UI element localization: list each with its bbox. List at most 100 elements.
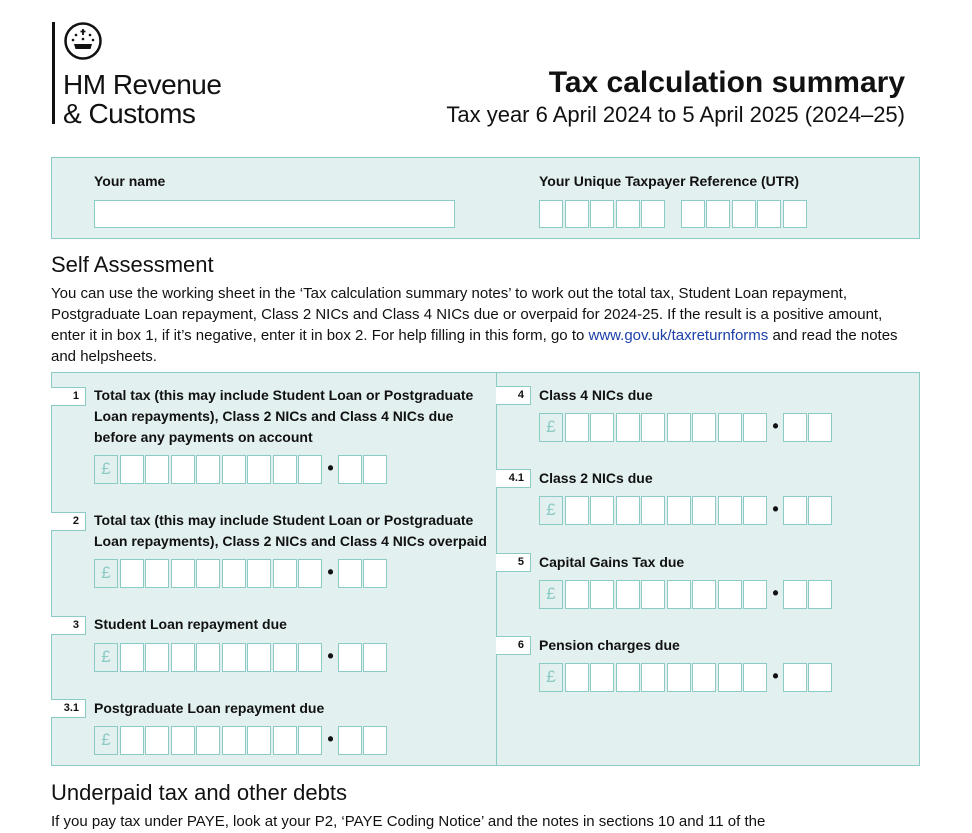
pence-digit-box[interactable] — [808, 413, 832, 442]
pounds-digit-box[interactable] — [666, 663, 691, 692]
pounds-digit-box[interactable] — [170, 643, 195, 672]
pounds-digit-box[interactable] — [247, 455, 271, 484]
pounds-digit-box[interactable] — [119, 455, 144, 484]
pence-digit-box[interactable] — [363, 643, 387, 672]
pence-digit-box[interactable] — [782, 580, 807, 609]
pence-digit-box[interactable] — [363, 726, 387, 755]
pounds-digit-box[interactable] — [692, 496, 716, 525]
pounds-digit-box[interactable] — [298, 559, 322, 588]
pence-digit-box[interactable] — [363, 559, 387, 588]
pounds-digit-box[interactable] — [615, 496, 640, 525]
pounds-digit-box[interactable] — [298, 455, 322, 484]
pounds-digit-box[interactable] — [272, 643, 297, 672]
taxreturnforms-link[interactable]: www.gov.uk/taxreturnforms — [588, 327, 769, 344]
utr-input[interactable] — [539, 200, 808, 228]
pence-digit-box[interactable] — [337, 643, 362, 672]
pounds-digit-box[interactable] — [247, 643, 271, 672]
amount-input[interactable]: £ • — [539, 496, 834, 525]
pounds-digit-box[interactable] — [145, 643, 169, 672]
pounds-digit-box[interactable] — [119, 643, 144, 672]
pence-digit-box[interactable] — [337, 455, 362, 484]
pounds-digit-box[interactable] — [590, 496, 614, 525]
pounds-digit-box[interactable] — [717, 496, 742, 525]
amount-input[interactable]: £ • — [539, 580, 834, 609]
pounds-digit-box[interactable] — [743, 496, 767, 525]
pounds-digit-box[interactable] — [170, 559, 195, 588]
utr-digit-box[interactable] — [706, 200, 730, 228]
pence-digit-box[interactable] — [808, 580, 832, 609]
utr-digit-box[interactable] — [641, 200, 665, 228]
pounds-digit-box[interactable] — [564, 496, 589, 525]
amount-input[interactable]: £ • — [94, 643, 389, 672]
pounds-digit-box[interactable] — [615, 663, 640, 692]
utr-digit-box[interactable] — [782, 200, 807, 228]
name-input[interactable] — [94, 200, 455, 228]
pounds-digit-box[interactable] — [221, 726, 246, 755]
pounds-digit-box[interactable] — [564, 663, 589, 692]
pounds-digit-box[interactable] — [743, 663, 767, 692]
pounds-digit-box[interactable] — [170, 455, 195, 484]
utr-digit-box[interactable] — [590, 200, 614, 228]
pounds-digit-box[interactable] — [590, 580, 614, 609]
pounds-digit-box[interactable] — [666, 496, 691, 525]
pounds-digit-box[interactable] — [272, 726, 297, 755]
pence-digit-box[interactable] — [808, 663, 832, 692]
pounds-digit-box[interactable] — [717, 580, 742, 609]
utr-digit-box[interactable] — [564, 200, 589, 228]
pounds-digit-box[interactable] — [641, 580, 665, 609]
pounds-digit-box[interactable] — [615, 580, 640, 609]
pounds-digit-box[interactable] — [221, 559, 246, 588]
pounds-digit-box[interactable] — [119, 726, 144, 755]
pounds-digit-box[interactable] — [590, 413, 614, 442]
amount-input[interactable]: £ • — [94, 455, 389, 484]
pounds-digit-box[interactable] — [170, 726, 195, 755]
pounds-digit-box[interactable] — [717, 663, 742, 692]
pounds-digit-box[interactable] — [145, 726, 169, 755]
pounds-digit-box[interactable] — [692, 413, 716, 442]
pounds-digit-box[interactable] — [145, 559, 169, 588]
pounds-digit-box[interactable] — [743, 413, 767, 442]
pounds-digit-box[interactable] — [247, 726, 271, 755]
pounds-digit-box[interactable] — [196, 559, 220, 588]
amount-input[interactable]: £ • — [539, 413, 834, 442]
pounds-digit-box[interactable] — [298, 726, 322, 755]
pounds-digit-box[interactable] — [666, 413, 691, 442]
amount-input[interactable]: £ • — [94, 559, 389, 588]
pounds-digit-box[interactable] — [564, 413, 589, 442]
pounds-digit-box[interactable] — [717, 413, 742, 442]
pence-digit-box[interactable] — [782, 663, 807, 692]
amount-input[interactable]: £ • — [539, 663, 834, 692]
pounds-digit-box[interactable] — [119, 559, 144, 588]
amount-input[interactable]: £ • — [94, 726, 389, 755]
utr-digit-box[interactable] — [731, 200, 756, 228]
pounds-digit-box[interactable] — [272, 455, 297, 484]
pence-digit-box[interactable] — [337, 726, 362, 755]
utr-digit-box[interactable] — [539, 200, 563, 228]
utr-digit-box[interactable] — [615, 200, 640, 228]
pounds-digit-box[interactable] — [615, 413, 640, 442]
pounds-digit-box[interactable] — [692, 580, 716, 609]
pounds-digit-box[interactable] — [641, 663, 665, 692]
utr-digit-box[interactable] — [757, 200, 781, 228]
utr-digit-box[interactable] — [680, 200, 705, 228]
pence-digit-box[interactable] — [337, 559, 362, 588]
pence-digit-box[interactable] — [363, 455, 387, 484]
pounds-digit-box[interactable] — [641, 413, 665, 442]
pounds-digit-box[interactable] — [196, 455, 220, 484]
pounds-digit-box[interactable] — [221, 643, 246, 672]
pounds-digit-box[interactable] — [692, 663, 716, 692]
pounds-digit-box[interactable] — [590, 663, 614, 692]
pounds-digit-box[interactable] — [641, 496, 665, 525]
pounds-digit-box[interactable] — [272, 559, 297, 588]
pence-digit-box[interactable] — [782, 496, 807, 525]
pence-digit-box[interactable] — [808, 496, 832, 525]
pounds-digit-box[interactable] — [247, 559, 271, 588]
pounds-digit-box[interactable] — [196, 643, 220, 672]
pence-digit-box[interactable] — [782, 413, 807, 442]
pounds-digit-box[interactable] — [145, 455, 169, 484]
pounds-digit-box[interactable] — [743, 580, 767, 609]
pounds-digit-box[interactable] — [221, 455, 246, 484]
pounds-digit-box[interactable] — [196, 726, 220, 755]
pounds-digit-box[interactable] — [666, 580, 691, 609]
pounds-digit-box[interactable] — [564, 580, 589, 609]
